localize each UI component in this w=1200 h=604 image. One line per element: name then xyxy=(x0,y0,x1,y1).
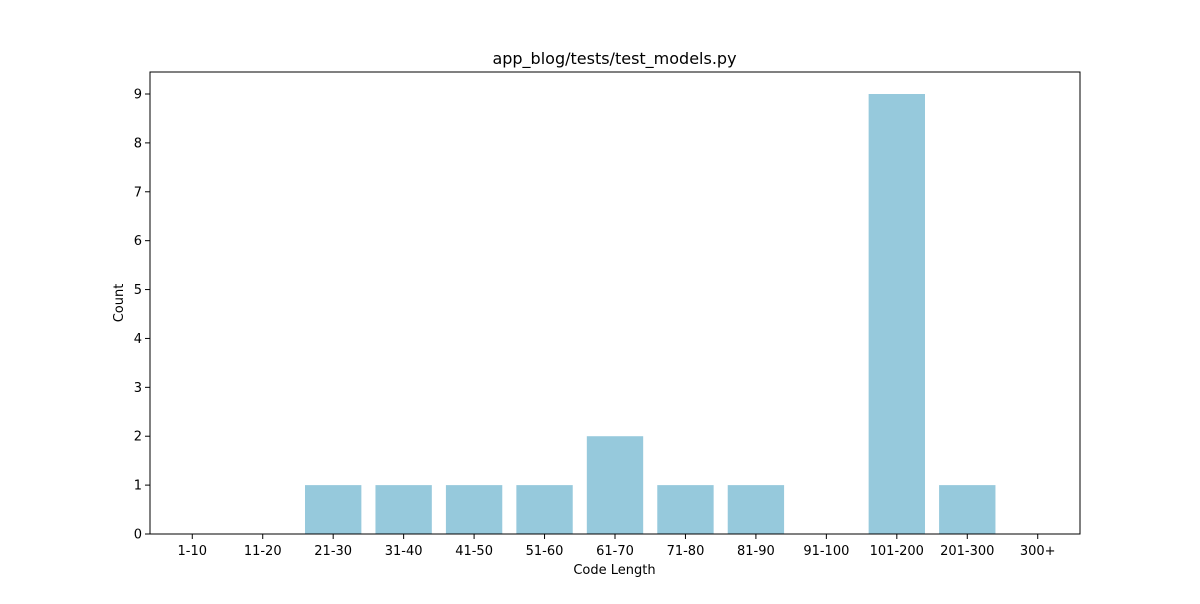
bar-21-30 xyxy=(305,485,362,534)
x-tick-label: 91-100 xyxy=(803,544,849,559)
y-tick-label: 4 xyxy=(134,332,142,347)
bar-51-60 xyxy=(516,485,573,534)
x-tick-label: 11-20 xyxy=(244,544,282,559)
bar-61-70 xyxy=(586,436,644,534)
y-axis-label: Count xyxy=(112,284,127,323)
bar-201-300 xyxy=(939,485,996,534)
y-tick-label: 9 xyxy=(134,88,142,103)
y-tick-label: 0 xyxy=(134,528,142,543)
x-tick-label: 31-40 xyxy=(385,544,423,559)
bar-41-50 xyxy=(445,485,503,534)
y-tick-label: 5 xyxy=(134,283,142,298)
x-axis-label: Code Length xyxy=(573,563,655,578)
y-tick-label: 2 xyxy=(134,430,142,445)
bars-group xyxy=(305,94,996,534)
bar-101-200 xyxy=(868,94,925,534)
x-tick-label: 1-10 xyxy=(178,544,208,559)
y-tick-label: 6 xyxy=(134,234,142,249)
x-tick-label: 21-30 xyxy=(314,544,352,559)
y-tick-label: 8 xyxy=(134,136,142,151)
x-tick-label: 41-50 xyxy=(455,544,493,559)
x-axis: 1-10 11-20 21-30 31-40 41-50 51-60 61-70 71-80 8… xyxy=(178,534,1056,559)
bar-81-90 xyxy=(727,485,785,534)
x-tick-label: 201-300 xyxy=(940,544,994,559)
chart-title: app_blog/tests/test_models.py xyxy=(492,49,736,69)
bar-31-40 xyxy=(375,485,432,534)
y-axis: 0 1 2 3 4 5 6 7 8 9 xyxy=(134,88,150,543)
y-tick-label: 7 xyxy=(134,185,142,200)
y-tick-label: 1 xyxy=(134,479,142,494)
x-tick-label: 300+ xyxy=(1020,544,1056,559)
x-tick-label: 71-80 xyxy=(667,544,705,559)
y-tick-label: 3 xyxy=(134,381,142,396)
bar-71-80 xyxy=(657,485,714,534)
x-tick-label: 101-200 xyxy=(870,544,924,559)
x-tick-label: 61-70 xyxy=(596,544,634,559)
x-tick-label: 51-60 xyxy=(526,544,564,559)
x-tick-label: 81-90 xyxy=(737,544,775,559)
